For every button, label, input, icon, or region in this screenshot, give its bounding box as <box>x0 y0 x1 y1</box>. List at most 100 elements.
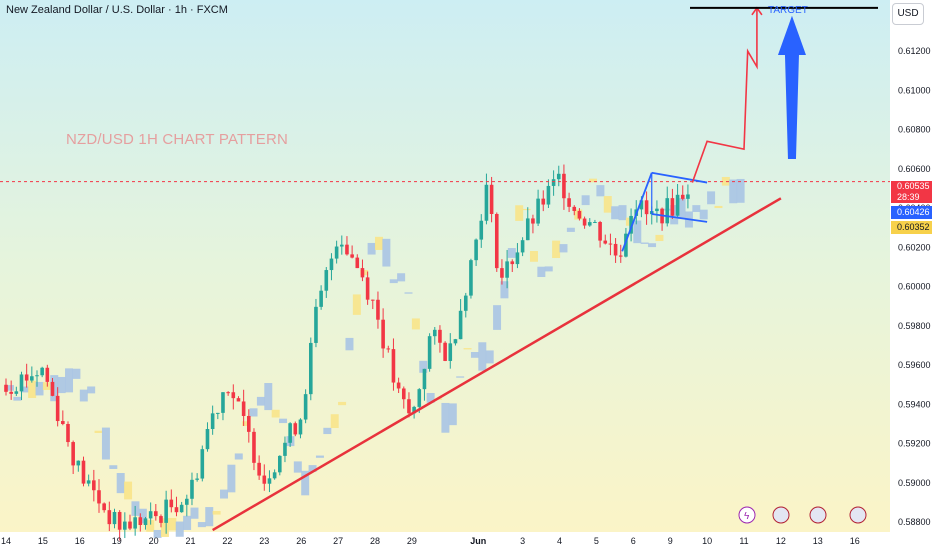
candle-body <box>629 215 633 234</box>
y-tick-label: 0.60200 <box>898 242 931 252</box>
candle-body <box>76 460 81 466</box>
cloud-segment <box>404 292 413 294</box>
cloud-segment <box>485 350 494 364</box>
candle-body <box>345 244 349 255</box>
candle-body <box>448 343 453 361</box>
cloud-segment <box>94 430 103 433</box>
us-flag-event-icon[interactable] <box>809 506 827 524</box>
candle-body <box>107 510 112 525</box>
cloud-segment <box>389 279 398 284</box>
y-tick-label: 0.60600 <box>898 164 931 174</box>
cloud-segment <box>116 473 125 494</box>
cloud-segment <box>736 178 745 203</box>
ascending-trendline[interactable] <box>212 197 782 532</box>
candle-body <box>510 261 515 265</box>
candle-body <box>453 339 458 344</box>
candle-body <box>525 218 530 241</box>
flag-pole <box>621 172 653 252</box>
x-tick-label: 4 <box>557 536 562 546</box>
candle-body <box>484 184 489 221</box>
candle-body <box>50 381 55 396</box>
x-tick-label: 21 <box>185 536 195 546</box>
candle-body <box>164 499 168 523</box>
candle-body <box>195 478 199 480</box>
x-tick-label: 12 <box>776 536 786 546</box>
cloud-segment <box>338 401 347 406</box>
candle-body <box>200 449 205 479</box>
plot-background <box>0 0 890 532</box>
candle-body <box>613 243 618 256</box>
x-tick-label: 6 <box>631 536 636 546</box>
candle-body <box>531 218 535 224</box>
lightning-event-icon[interactable] <box>738 506 756 524</box>
cloud-segment <box>57 376 66 394</box>
cloud-segment <box>168 517 177 531</box>
symbol-title: New Zealand Dollar / U.S. Dollar · 1h · … <box>6 4 228 16</box>
candle-body <box>675 194 680 216</box>
candle-body <box>24 374 29 381</box>
candle-body <box>66 423 70 443</box>
candle-body <box>551 179 556 186</box>
candle-body <box>536 198 540 224</box>
x-tick-label: 15 <box>38 536 48 546</box>
candle-body <box>277 455 282 473</box>
candle-body <box>226 392 230 394</box>
candle-body <box>30 376 34 381</box>
cloud-segment <box>699 209 708 220</box>
cloud-segment <box>138 508 147 524</box>
candle-body <box>546 185 551 205</box>
bar-countdown: 28:39 <box>897 192 920 202</box>
currency-button[interactable]: USD <box>892 3 924 25</box>
candle-body <box>241 401 246 416</box>
candle-body <box>370 299 375 301</box>
cloud-segment <box>677 198 686 220</box>
candle-body <box>221 392 225 413</box>
y-tick-label: 0.59600 <box>898 360 931 370</box>
candle-body <box>267 478 272 484</box>
candle-body <box>71 442 75 466</box>
candle-body <box>644 200 649 215</box>
cloud-segment <box>529 251 538 262</box>
candle-body <box>4 384 8 392</box>
candle-body <box>216 412 220 414</box>
candle-body <box>598 222 602 241</box>
x-tick-label: 3 <box>520 536 525 546</box>
flag-lower-line <box>651 213 708 223</box>
candle-body <box>665 198 670 224</box>
current-price-value: 0.60535 <box>897 181 930 191</box>
candle-body <box>365 277 370 300</box>
y-tick-label: 0.59200 <box>898 439 931 449</box>
x-tick-label: 13 <box>813 536 823 546</box>
us-flag-event-icon[interactable] <box>849 506 867 524</box>
y-tick-label: 0.58800 <box>898 517 931 527</box>
candlestick-series <box>4 164 690 541</box>
cloud-segment <box>596 185 605 197</box>
cloud-segment <box>522 208 531 211</box>
cloud-segment <box>648 243 657 248</box>
x-tick-label: 19 <box>112 536 122 546</box>
candle-body <box>247 415 251 432</box>
candle-body <box>19 374 24 392</box>
cloud-segment <box>633 220 642 244</box>
cloud-segment <box>35 381 44 396</box>
candle-body <box>112 511 117 525</box>
candle-body <box>639 200 644 210</box>
candle-body <box>339 244 344 247</box>
candle-body <box>133 517 137 529</box>
cloud-segment <box>367 242 376 255</box>
cloud-segment <box>146 520 155 532</box>
flag-pattern[interactable] <box>621 171 708 252</box>
lightning-glyph: ϟ <box>744 511 750 522</box>
cloud-segment <box>279 418 288 424</box>
us-flag-event-icon[interactable] <box>772 506 790 524</box>
candle-body <box>210 413 215 430</box>
candle-body <box>148 511 153 519</box>
cloud-segment <box>249 408 258 417</box>
candle-body <box>562 173 566 199</box>
candle-body <box>45 367 50 382</box>
candle-body <box>190 479 194 499</box>
candle-body <box>412 406 416 414</box>
candle-body <box>174 507 179 513</box>
blue-level-tag: 0.60426 <box>891 206 932 219</box>
